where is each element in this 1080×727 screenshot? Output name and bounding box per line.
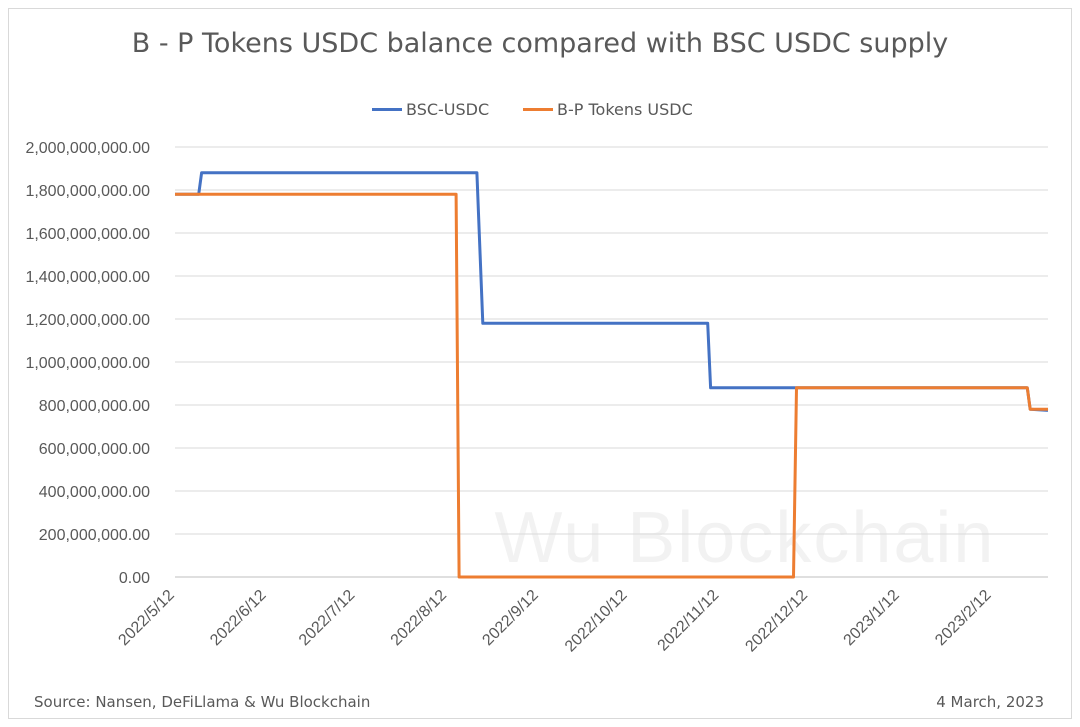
y-tick-label: 1,000,000,000.00 [25, 355, 150, 372]
date-note: 4 March, 2023 [936, 693, 1044, 711]
legend-swatch-orange [523, 107, 553, 111]
legend-label: B-P Tokens USDC [557, 99, 693, 119]
y-tick-label: 400,000,000.00 [39, 484, 150, 501]
chart-title: B - P Tokens USDC balance compared with … [131, 28, 949, 59]
y-tick-label: 1,400,000,000.00 [25, 269, 150, 286]
x-tick-label: 2022/10/12 [562, 587, 631, 656]
legend-label: BSC-USDC [406, 99, 490, 119]
y-tick-label: 0.00 [119, 570, 150, 587]
x-tick-label: 2022/8/12 [388, 587, 450, 649]
y-tick-label: 1,800,000,000.00 [25, 183, 150, 200]
x-tick-label: 2022/11/12 [655, 587, 723, 655]
chart-frame [8, 8, 1072, 719]
series-line-bp-tokens-usdc [175, 192, 1048, 579]
x-tick-label: 2022/5/12 [115, 587, 177, 649]
x-tick-label: 2023/1/12 [841, 587, 903, 649]
x-tick-label: 2022/6/12 [207, 587, 269, 649]
x-axis-ticks: 2022/5/12 2022/6/12 2022/7/12 2022/8/12 2022… [115, 587, 994, 656]
x-tick-label: 2022/12/12 [742, 587, 811, 656]
y-tick-label: 800,000,000.00 [39, 398, 150, 415]
legend-swatch-blue [372, 107, 402, 111]
y-tick-label: 1,600,000,000.00 [25, 226, 150, 243]
y-tick-label: 2,000,000,000.00 [25, 140, 150, 157]
y-tick-label: 600,000,000.00 [39, 441, 150, 458]
y-axis-ticks: 0.00 200,000,000.00 400,000,000.00 600,000,… [25, 140, 150, 587]
watermark: Wu Blockchain [495, 498, 996, 578]
legend-item-bp-tokens-usdc: B-P Tokens USDC [523, 98, 693, 120]
legend-item-bsc-usdc: BSC-USDC [372, 98, 489, 120]
gridlines [175, 146, 1048, 578]
x-tick-label: 2023/2/12 [932, 587, 994, 649]
y-tick-label: 200,000,000.00 [39, 527, 150, 544]
series-line-bsc-usdc [175, 171, 1049, 412]
y-tick-label: 1,200,000,000.00 [25, 312, 150, 329]
x-tick-label: 2022/9/12 [479, 587, 541, 649]
source-note: Source: Nansen, DeFiLlama & Wu Blockchai… [34, 693, 371, 711]
x-tick-label: 2022/7/12 [296, 587, 358, 649]
legend: BSC-USDC B-P Tokens USDC [0, 98, 1080, 120]
series-lines [175, 171, 1049, 579]
